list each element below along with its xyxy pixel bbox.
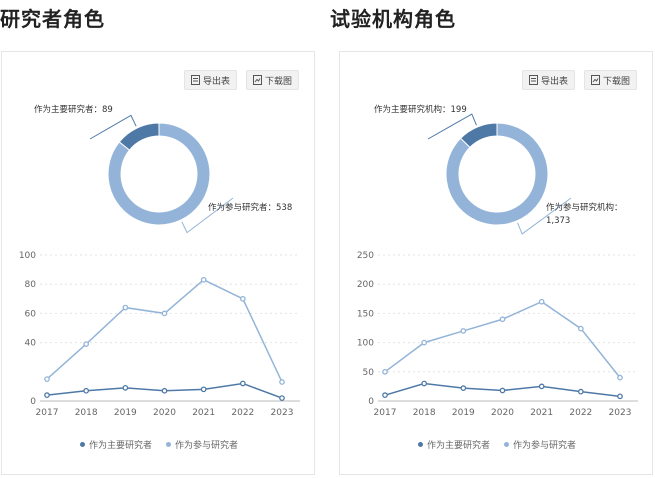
x-tick-label: 2020 — [153, 408, 176, 418]
series-point-1 — [382, 368, 388, 375]
series-point-1 — [499, 316, 506, 323]
download-image-label: 下载图 — [603, 76, 631, 87]
x-tick-label: 2022 — [231, 408, 254, 418]
legend-item-0[interactable]: 作为主要研究者 — [417, 438, 490, 451]
export-table-label: 导出表 — [203, 76, 231, 87]
series-point-1 — [200, 276, 207, 283]
pie-leader-line-0 — [427, 113, 477, 140]
pie-slice-1 — [107, 122, 211, 226]
section-title-researcher: 研究者角色 — [0, 7, 105, 31]
series-point-0 — [44, 392, 50, 399]
pie-slice-0 — [118, 122, 160, 151]
x-tick-label: 2020 — [491, 408, 514, 418]
institution-line-legend: 作为主要研究者 作为参与研究者 — [340, 438, 654, 451]
export-table-icon — [191, 75, 200, 85]
series-point-0 — [200, 386, 207, 393]
y-tick-label: 250 — [357, 251, 374, 261]
export-table-button[interactable]: 导出表 — [522, 70, 576, 90]
x-tick-label: 2017 — [374, 408, 397, 418]
pie-slice-1 — [445, 122, 549, 226]
legend-label: 作为主要研究者 — [88, 441, 152, 451]
legend-marker — [417, 442, 423, 447]
x-tick-label: 2023 — [271, 408, 294, 418]
institution-charts-svg: 作为主要研究机构：199 作为参与研究机构： 1,373 0 50 100 150 200 25… — [357, 104, 638, 418]
download-image-button[interactable]: 下载图 — [584, 70, 638, 90]
pie-leader-line-0 — [89, 114, 137, 140]
legend-item-1[interactable]: 作为参与研究者 — [504, 438, 576, 451]
legend-item-0[interactable]: 作为主要研究者 — [79, 438, 152, 451]
legend-label: 作为主要研究者 — [426, 441, 490, 451]
researcher-line-legend: 作为主要研究者 作为参与研究者 — [2, 438, 316, 451]
pie-label-1: 作为参与研究者：538 — [208, 202, 292, 213]
pie-leader-line-1 — [517, 197, 572, 235]
series-point-1 — [239, 295, 246, 302]
series-point-0 — [617, 393, 623, 400]
x-tick-label: 2019 — [452, 408, 475, 418]
series-point-0 — [279, 395, 285, 401]
series-point-0 — [83, 387, 90, 394]
series-point-0 — [460, 385, 467, 392]
series-point-1 — [83, 341, 90, 347]
series-point-1 — [538, 298, 545, 305]
y-tick-label: 150 — [357, 309, 374, 319]
series-point-0 — [382, 392, 388, 399]
series-point-1 — [460, 328, 467, 334]
download-image-icon — [591, 75, 600, 85]
x-tick-label: 2021 — [530, 408, 553, 418]
series-point-1 — [577, 325, 584, 332]
legend-item-1[interactable]: 作为参与研究者 — [166, 438, 238, 451]
legend-marker — [166, 442, 171, 447]
researcher-charts-svg: 作为主要研究者：89 作为参与研究者：538 0 40 60 80 100 2017 2018 2… — [19, 104, 300, 418]
legend-marker — [79, 442, 85, 447]
pie-label-0: 作为主要研究者：89 — [34, 104, 113, 115]
researcher-chart-card: 导出表 下载图 作为主要研究者：89 作为参与研究者：538 0 40 60 80 100 2… — [1, 51, 315, 475]
series-point-0 — [577, 388, 584, 395]
y-tick-label: 80 — [25, 280, 37, 290]
download-image-button[interactable]: 下载图 — [246, 70, 300, 90]
y-tick-label: 100 — [357, 339, 374, 349]
x-tick-label: 2018 — [413, 408, 436, 418]
x-tick-label: 2017 — [36, 408, 59, 418]
series-point-0 — [239, 380, 246, 387]
y-tick-label: 0 — [368, 397, 374, 407]
x-tick-label: 2019 — [114, 408, 137, 418]
y-tick-label: 0 — [30, 397, 36, 407]
export-table-icon — [529, 75, 538, 85]
pie-leader-line-1 — [181, 197, 234, 234]
series-point-1 — [617, 374, 623, 381]
pie-label-0: 作为主要研究机构：199 — [374, 104, 467, 115]
y-tick-label: 40 — [25, 339, 37, 349]
series-point-1 — [44, 376, 50, 382]
section-title-institution: 试验机构角色 — [330, 7, 456, 31]
series-point-0 — [161, 387, 168, 394]
x-tick-label: 2022 — [569, 408, 592, 418]
series-point-0 — [538, 383, 545, 390]
pie-label-1: 作为参与研究机构： — [546, 202, 623, 213]
pie-value-1: 1,373 — [546, 216, 570, 226]
institution-chart-card: 导出表 下载图 作为主要研究机构：199 作为参与研究机构： 1,373 0 50 100… — [339, 51, 653, 475]
download-image-label: 下载图 — [265, 76, 293, 87]
series-point-0 — [499, 387, 506, 394]
series-point-0 — [421, 380, 428, 387]
y-tick-label: 50 — [363, 368, 375, 378]
y-tick-label: 60 — [25, 309, 37, 319]
legend-marker — [504, 442, 509, 447]
legend-label: 作为参与研究者 — [175, 441, 239, 451]
export-table-button[interactable]: 导出表 — [184, 70, 238, 90]
series-line-1 — [46, 278, 283, 383]
x-tick-label: 2021 — [192, 408, 215, 418]
y-tick-label: 200 — [357, 280, 374, 290]
series-point-1 — [122, 304, 129, 311]
series-point-1 — [421, 339, 428, 346]
series-point-1 — [279, 379, 285, 385]
y-tick-label: 100 — [19, 251, 36, 261]
download-image-icon — [253, 75, 262, 85]
legend-label: 作为参与研究者 — [513, 441, 577, 451]
series-point-0 — [122, 385, 129, 391]
x-tick-label: 2018 — [75, 408, 98, 418]
x-tick-label: 2023 — [609, 408, 632, 418]
series-point-1 — [161, 310, 168, 317]
export-table-label: 导出表 — [541, 76, 569, 87]
